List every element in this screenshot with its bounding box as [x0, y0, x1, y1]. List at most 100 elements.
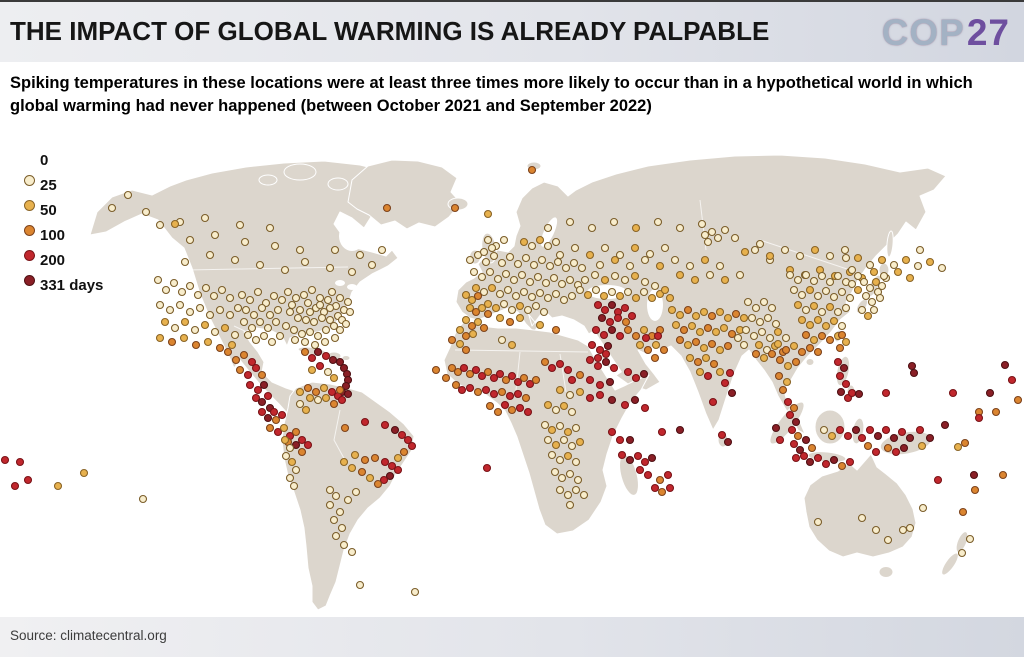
data-dot: [225, 310, 235, 320]
data-dot: [643, 345, 653, 355]
data-dot: [974, 413, 984, 423]
data-dot: [763, 313, 773, 323]
data-dot: [853, 285, 863, 295]
hudson-bay: [339, 221, 365, 251]
data-dot: [479, 247, 489, 257]
data-dot: [723, 341, 733, 351]
data-dot: [209, 291, 219, 301]
data-dot: [854, 389, 864, 399]
data-dot: [399, 447, 409, 457]
data-dot: [817, 307, 827, 317]
data-dot: [703, 371, 713, 381]
data-dot: [473, 291, 483, 301]
data-dot: [660, 243, 670, 253]
data-dot: [707, 227, 717, 237]
data-dot: [471, 283, 481, 293]
data-dot: [310, 340, 320, 350]
data-dot: [659, 345, 669, 355]
data-dot: [757, 327, 767, 337]
data-dot: [501, 375, 511, 385]
data-dot: [585, 375, 595, 385]
data-dot: [871, 277, 881, 287]
data-dot: [499, 299, 509, 309]
data-dot: [707, 311, 717, 321]
data-dot: [625, 435, 635, 445]
data-dot: [483, 299, 493, 309]
data-dot: [869, 305, 879, 315]
data-dot: [650, 353, 660, 363]
data-dot: [809, 335, 819, 345]
data-dot: [841, 379, 851, 389]
data-dot: [739, 340, 749, 350]
data-dot: [161, 285, 171, 295]
data-dot: [487, 243, 497, 253]
data-dot: [482, 463, 492, 473]
data-dot: [553, 257, 563, 267]
data-dot: [650, 483, 660, 493]
data-dot: [735, 270, 745, 280]
data-dot: [580, 275, 590, 285]
legend-label-331-days: 331 days: [40, 277, 104, 294]
data-dot: [305, 307, 315, 317]
data-dot: [251, 335, 261, 345]
data-dot: [587, 223, 597, 233]
data-dot: [327, 387, 337, 397]
data-dot: [355, 580, 365, 590]
data-dot: [561, 263, 571, 273]
data-dot: [195, 303, 205, 313]
data-dot: [15, 457, 25, 467]
data-dot: [200, 320, 210, 330]
data-dot: [347, 463, 357, 473]
legend-swatch-1: [24, 200, 35, 211]
data-dot: [907, 361, 917, 371]
data-dot: [447, 363, 457, 373]
data-dot: [455, 325, 465, 335]
data-dot: [551, 405, 561, 415]
data-dot: [707, 339, 717, 349]
data-dot: [985, 388, 995, 398]
data-dot: [713, 233, 723, 243]
data-dot: [663, 470, 673, 480]
data-dot: [283, 287, 293, 297]
data-dot: [285, 443, 295, 453]
data-dot: [825, 277, 835, 287]
data-dot: [607, 300, 617, 310]
data-dot: [315, 300, 325, 310]
data-dot: [607, 287, 617, 297]
data-dot: [341, 319, 351, 329]
data-dot: [837, 461, 847, 471]
data-dot: [193, 290, 203, 300]
data-dot: [720, 275, 730, 285]
land-tasmania: [878, 566, 894, 578]
land-sakhalin: [886, 230, 894, 258]
data-dot: [627, 311, 637, 321]
data-dot: [377, 245, 387, 255]
data-dot: [325, 500, 335, 510]
data-dot: [837, 321, 847, 331]
data-dot: [155, 333, 165, 343]
data-dot: [570, 243, 580, 253]
data-dot: [307, 365, 317, 375]
data-dot: [720, 378, 730, 388]
data-dot: [841, 303, 851, 313]
data-dot: [547, 450, 557, 460]
data-dot: [679, 325, 689, 335]
data-dot: [905, 523, 915, 533]
data-dot: [700, 230, 710, 240]
data-dot: [789, 285, 799, 295]
data-dot: [600, 275, 610, 285]
data-dot: [491, 303, 501, 313]
arctic-island-1: [283, 163, 317, 181]
data-dot: [683, 305, 693, 315]
data-dot: [897, 427, 907, 437]
data-dot: [651, 340, 661, 350]
data-dot: [281, 321, 291, 331]
data-dot: [170, 219, 180, 229]
data-dot: [591, 285, 601, 295]
data-dot: [465, 303, 475, 313]
data-dot: [635, 340, 645, 350]
data-dot: [775, 435, 785, 445]
legend-label-200: 200: [40, 252, 66, 269]
data-dot: [521, 253, 531, 263]
data-dot: [773, 339, 783, 349]
